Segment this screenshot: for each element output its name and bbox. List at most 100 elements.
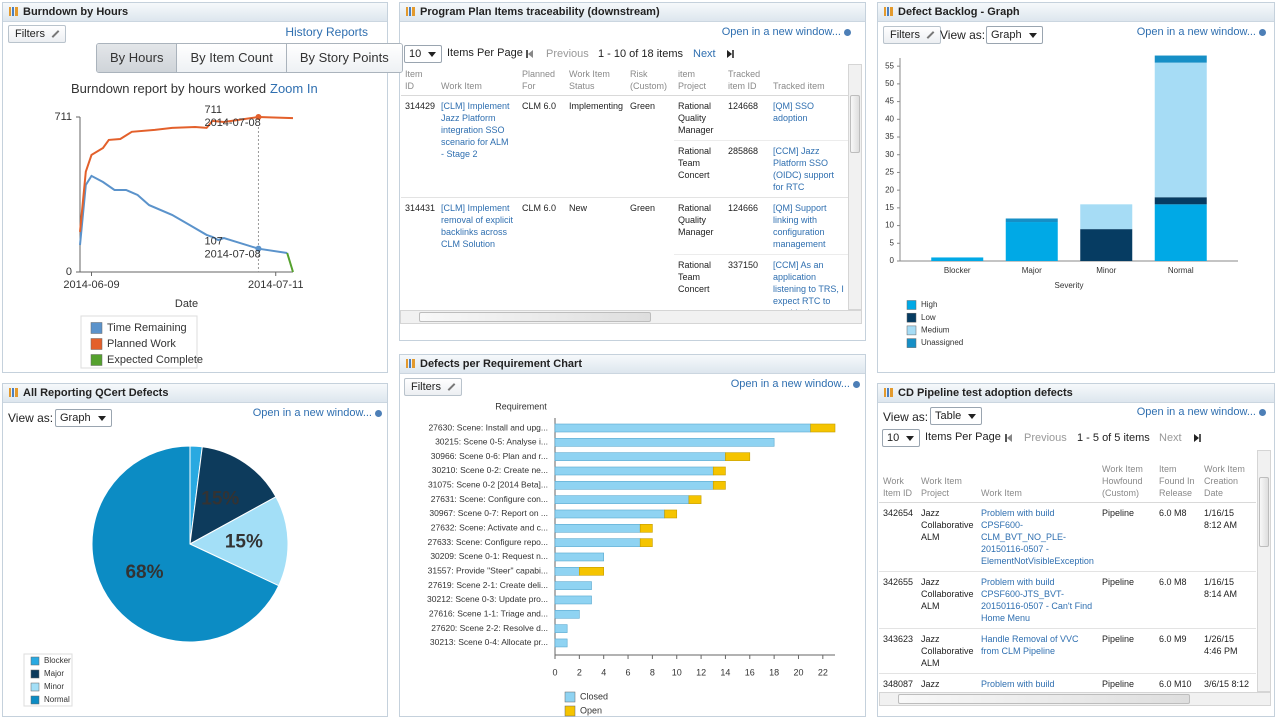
column-header: item Project [674,64,724,96]
cell: 1/26/15 4:46 PM [1200,628,1256,674]
scroll-thumb[interactable] [898,694,1190,704]
scroll-thumb[interactable] [419,312,651,322]
open-window-link[interactable]: Open in a new window... [1137,26,1266,38]
cell: 124668 [724,95,769,141]
view-select[interactable]: Table [930,407,983,425]
view-as-label: View as: [940,28,986,42]
previous-link[interactable]: Previous [546,48,589,60]
column-header: Work Item [977,450,1098,503]
work-item-link[interactable]: Problem with build CPSF600-CLM_BVT_NO_PL… [977,502,1098,572]
tracked-item-link[interactable]: [QM] SSO adoption [769,95,848,141]
previous-link[interactable]: Previous [1024,432,1067,444]
work-item-link[interactable]: Handle Removal of VVC from CLM Pipeline [977,628,1098,674]
select-value: Graph [60,412,91,424]
cell: 342654 [879,502,917,572]
backlog-widget: Defect Backlog - Graph [877,2,1275,373]
table-row: Rational Team Concert 285868 [CCM] Jazz Pl… [401,140,848,198]
widget-header: CD Pipeline test adoption defects [878,384,1274,403]
link-label: Open in a new window... [252,407,372,419]
column-header: Item Found In Release [1155,450,1200,503]
view-select[interactable]: Graph [986,26,1043,44]
tab[interactable]: By Hours [97,44,177,72]
work-item-link[interactable]: [CLM] Implement Jazz Platform integratio… [437,95,518,198]
chart-title: Burndown report by hours worked [71,81,267,96]
page-size-select[interactable]: 10 [882,429,921,447]
horizontal-scrollbar[interactable] [879,692,1271,706]
last-page-icon[interactable] [726,50,734,58]
cell: Green [626,197,674,310]
next-link[interactable]: Next [693,48,716,60]
open-window-link[interactable]: Open in a new window... [1137,406,1266,418]
widget-icon [9,7,18,16]
horizontal-scrollbar[interactable] [400,310,862,324]
last-page-icon[interactable] [1193,434,1201,442]
table-head: Work Item ID Work Item Project Work Item Wo… [879,450,1256,503]
cell: Jazz Collaborative ALM [917,571,977,629]
column-header: Work Item ID [879,450,917,503]
filters-button[interactable]: Filters [404,378,462,396]
work-item-link[interactable]: Problem with build CPSF600-CLM_LIC- [977,673,1098,692]
column-header: Work Item Project [917,450,977,503]
cell: 343623 [879,628,917,674]
column-header: Tracked item ID [724,64,769,96]
next-link[interactable]: Next [1159,432,1182,444]
button-label: Filters [890,29,920,41]
tab[interactable]: By Story Points [285,44,402,72]
widget-header: All Reporting QCert Defects [3,384,387,403]
button-label: Filters [411,381,441,393]
link-icon [375,409,382,417]
table-row: 343623 Jazz Collaborative ALM Handle Remov… [879,628,1256,674]
widget-header: Burndown by Hours [3,3,387,22]
link-label: Open in a new window... [1136,406,1256,418]
open-window-link[interactable]: Open in a new window... [731,378,860,390]
scroll-thumb[interactable] [850,95,860,153]
filters-button[interactable]: Filters [883,26,941,44]
cell: 285868 [724,140,769,198]
scroll-thumb[interactable] [1259,477,1269,547]
cell: 314429 [401,95,437,198]
page-size-select[interactable]: 10 [404,45,443,63]
link-icon [1259,408,1266,416]
zoom-link[interactable]: Zoom In [270,81,318,96]
table-body: 342654 Jazz Collaborative ALM Problem with… [879,502,1256,692]
history-reports-link[interactable]: History Reports [285,25,368,39]
cell: Pipeline [1098,571,1155,629]
widget-title: All Reporting QCert Defects [23,387,169,399]
open-window-link[interactable]: Open in a new window... [722,26,851,38]
select-value: Graph [991,29,1022,41]
first-page-icon[interactable] [526,50,534,58]
pencil-icon [926,31,935,39]
tracked-item-link[interactable]: [CCM] As an application listening to TRS… [769,254,848,310]
widget-icon [9,388,18,397]
work-item-link[interactable]: Problem with build CPSF600-JTS_BVT-20150… [977,571,1098,629]
pipeline-table: Work Item ID Work Item Project Work Item Wo… [879,450,1256,692]
vertical-scrollbar[interactable] [1257,450,1271,692]
cell: 337150 [724,254,769,310]
tracked-item-link[interactable]: [QM] Support linking with configuration … [769,197,848,255]
cell: Jazz Collaborative ALM [917,502,977,572]
widget-icon [884,7,893,16]
open-window-link[interactable]: Open in a new window... [253,407,382,419]
widget-icon [406,7,415,16]
widget-icon [406,359,415,368]
cell: New [565,197,626,310]
first-page-icon[interactable] [1005,434,1013,442]
select-value: 10 [887,432,900,444]
table-row: 342654 Jazz Collaborative ALM Problem with… [879,502,1256,572]
tracked-item-link[interactable]: [CCM] Jazz Platform SSO (OIDC) support f… [769,140,848,198]
filters-button[interactable]: Filters [8,25,66,43]
link-icon [844,28,851,36]
vertical-scrollbar[interactable] [848,64,862,310]
qcert-widget: All Reporting QCert Defects [2,383,388,717]
column-header: Work Item Status [565,64,626,96]
select-value: Table [935,410,962,422]
caret [1028,33,1037,38]
view-select[interactable]: Graph [55,409,112,427]
tab[interactable]: By Item Count [176,44,286,72]
cell: Rational Quality Manager [674,197,724,255]
work-item-link[interactable]: [CLM] Implement removal of explicit back… [437,197,518,310]
widget-title: Burndown by Hours [23,6,129,18]
cell: Pipeline [1098,673,1155,692]
